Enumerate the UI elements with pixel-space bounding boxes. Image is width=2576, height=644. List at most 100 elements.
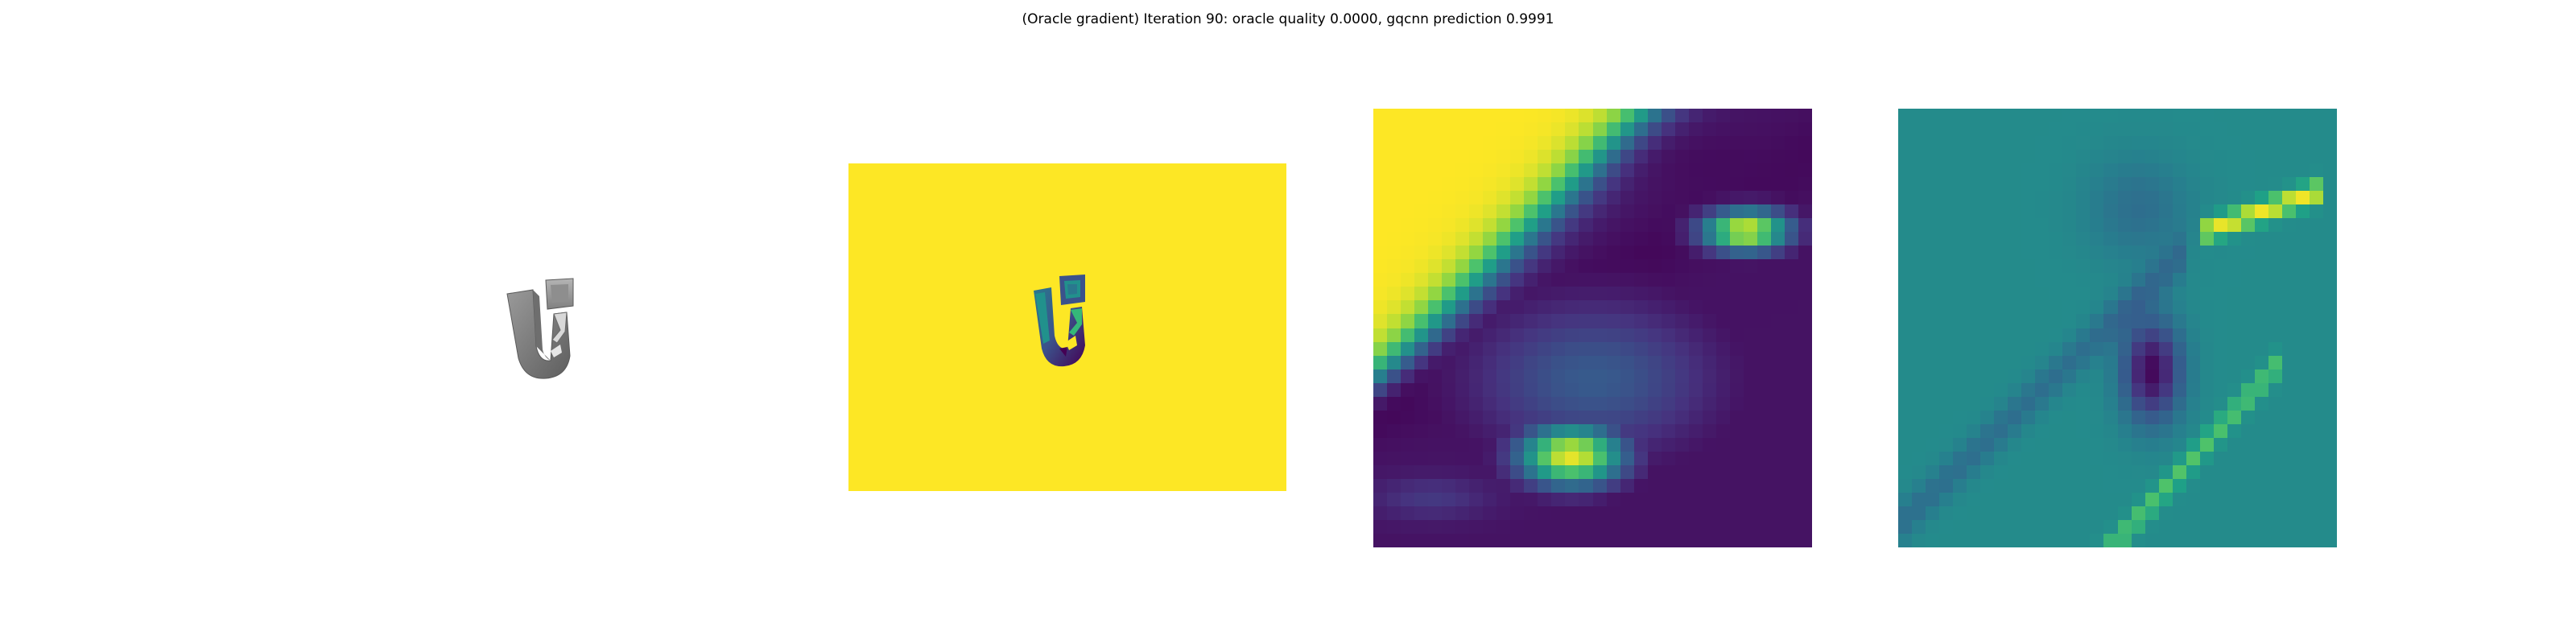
patch-pixel [1620,396,1634,411]
patch-pixel [2186,177,2200,192]
patch-pixel [1524,410,1538,424]
patch-pixel [2281,478,2296,493]
patch-pixel [1483,122,1497,137]
patch-pixel [1633,191,1648,205]
patch-pixel [1565,314,1579,328]
patch-pixel [2021,163,2036,178]
patch-pixel [2227,533,2241,547]
patch-pixel [1798,232,1812,246]
patch-pixel [1428,314,1443,328]
patch-pixel [1538,122,1552,137]
patch-pixel [1510,259,1525,274]
patch-pixel [2281,218,2296,233]
patch-pixel [1898,369,1913,383]
patch-pixel [2021,341,2036,356]
patch-pixel [1743,478,1757,493]
patch-pixel [2213,478,2227,493]
patch-pixel [2322,341,2337,356]
patch-pixel [1953,191,1967,205]
patch-pixel [2281,464,2296,479]
patch-pixel [1428,341,1443,356]
patch-pixel [1715,341,1730,356]
patch-pixel [1898,150,1913,164]
patch-pixel [1798,382,1812,397]
patch-pixel [2049,341,2063,356]
patch-pixel [1688,437,1703,452]
patch-pixel [1387,341,1402,356]
patch-pixel [2281,150,2296,164]
patch-pixel [1496,300,1511,315]
patch-pixel [1647,177,1662,192]
patch-pixel [1912,437,1926,452]
patch-pixel [1579,232,1593,246]
patch-pixel [1455,259,1470,274]
patch-pixel [1510,273,1525,287]
patch-pixel [1688,232,1703,246]
patch-pixel [1967,204,1981,219]
patch-pixel [2295,300,2310,315]
patch-pixel [1483,246,1497,260]
patch-pixel [1606,218,1620,233]
patch-pixel [1661,519,1675,534]
patch-pixel [1579,506,1593,520]
patch-pixel [2076,122,2091,137]
patch-pixel [1579,163,1593,178]
patch-pixel [2268,259,2282,274]
patch-pixel [1606,259,1620,274]
patch-pixel [2213,136,2227,151]
patch-pixel [1373,328,1388,342]
patch-pixel [1483,478,1497,493]
patch-pixel [2158,341,2173,356]
patch-pixel [1455,191,1470,205]
patch-pixel [1428,150,1443,164]
patch-pixel [1592,410,1607,424]
patch-pixel [1524,506,1538,520]
patch-pixel [1565,437,1579,452]
patch-pixel [1994,464,2008,479]
patch-pixel [1926,273,1940,287]
patch-pixel [2186,328,2200,342]
patch-pixel [1953,300,1967,315]
patch-pixel [2322,369,2337,383]
patch-pixel [1661,109,1675,123]
patch-pixel [2268,287,2282,301]
patch-pixel [1926,451,1940,465]
patch-pixel [1757,382,1771,397]
patch-pixel [2021,122,2036,137]
patch-pixel [1606,382,1620,397]
patch-pixel [1939,287,1954,301]
patch-pixel [1551,492,1566,506]
patch-pixel [2062,246,2077,260]
patch-pixel [1455,109,1470,123]
patch-pixel [1633,163,1648,178]
patch-pixel [2049,150,2063,164]
patch-pixel [2049,396,2063,411]
patch-pixel [2008,410,2022,424]
patch-pixel [1442,246,1456,260]
patch-pixel [1757,273,1771,287]
patch-pixel [2062,341,2077,356]
patch-pixel [1428,300,1443,315]
patch-pixel [1565,451,1579,465]
patch-pixel [1994,191,2008,205]
patch-pixel [1579,464,1593,479]
patch-pixel [1496,109,1511,123]
patch-pixel [1551,232,1566,246]
patch-pixel [2145,410,2159,424]
patch-pixel [2145,478,2159,493]
patch-pixel [2268,109,2282,123]
patch-pixel [1757,232,1771,246]
patch-pixel [1715,410,1730,424]
patch-pixel [1455,478,1470,493]
patch-pixel [2227,177,2241,192]
patch-pixel [2103,177,2118,192]
patch-pixel [1469,410,1484,424]
patch-pixel [1661,163,1675,178]
patch-pixel [1483,273,1497,287]
patch-pixel [2117,163,2132,178]
patch-pixel [1729,355,1744,369]
patch-pixel [1414,506,1429,520]
patch-pixel [2322,382,2337,397]
patch-pixel [1373,506,1388,520]
patch-pixel [1926,396,1940,411]
